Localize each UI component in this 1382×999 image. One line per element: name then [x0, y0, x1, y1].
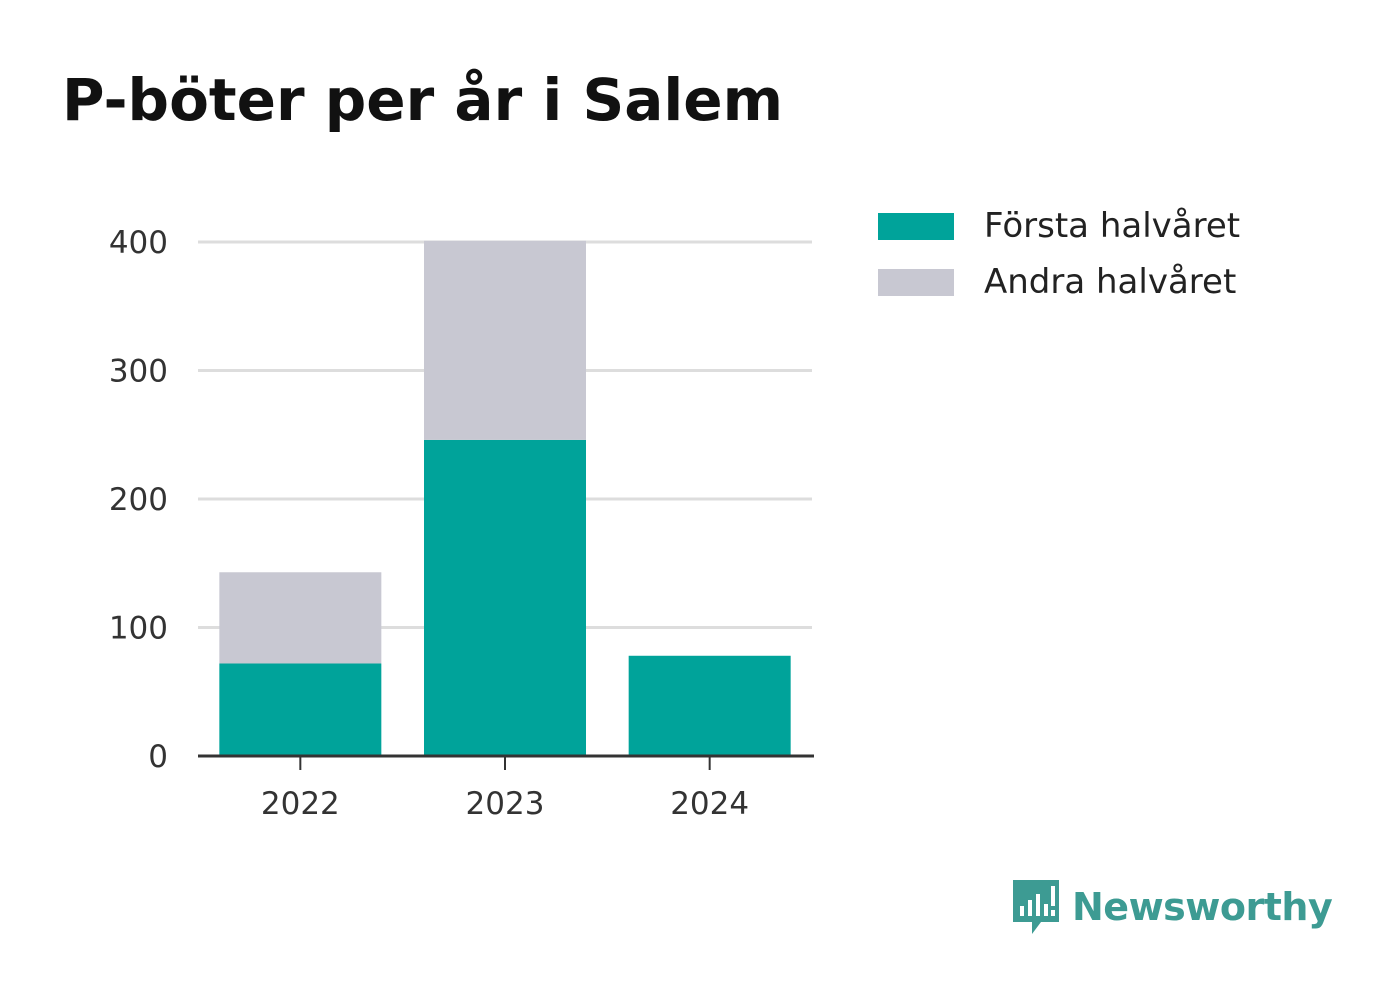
legend-item-second-half: Andra halvåret: [878, 254, 1240, 310]
y-tick-label-100: 100: [109, 611, 168, 647]
y-tick-label-200: 200: [109, 482, 168, 518]
bars: [219, 240, 791, 756]
brand: Newsworthy: [1010, 876, 1333, 938]
bar-2024-series-1: [628, 655, 791, 756]
y-tick-label-300: 300: [109, 354, 168, 390]
bar-2023-series-2: [424, 240, 586, 440]
newsworthy-logo-icon: [1013, 880, 1059, 934]
x-tick-label-2022: 2022: [261, 786, 340, 822]
bar-2022-series-2: [219, 572, 382, 664]
legend-label-second-half: Andra halvåret: [984, 262, 1237, 302]
chart-title: P-böter per år i Salem: [62, 66, 784, 134]
x-tick-label-2024: 2024: [670, 786, 749, 822]
y-tick-label-0: 0: [148, 739, 168, 775]
legend-swatch-second-half: [878, 268, 954, 296]
x-tick-label-2023: 2023: [466, 786, 545, 822]
y-tick-label-400: 400: [109, 225, 168, 261]
legend-item-first-half: Första halvåret: [878, 198, 1240, 254]
legend-label-first-half: Första halvåret: [984, 206, 1241, 246]
bar-2023-series-1: [424, 439, 586, 756]
brand-name: Newsworthy: [1072, 885, 1333, 929]
axes: 0 100 200 300 400 2022 2023 2024: [109, 225, 814, 822]
bar-2022-series-1: [219, 663, 382, 756]
legend: Första halvåret Andra halvåret: [878, 198, 1240, 310]
legend-swatch-first-half: [878, 212, 954, 240]
